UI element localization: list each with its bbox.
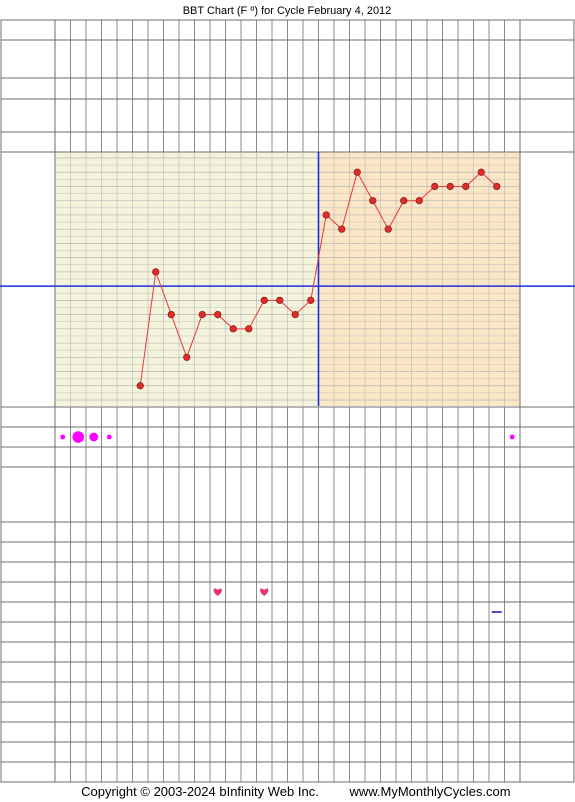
temperature-point — [462, 182, 470, 191]
temperature-point — [183, 353, 191, 361]
temperature-point — [415, 197, 423, 205]
temperature-point — [369, 197, 377, 205]
temperature-point — [167, 310, 175, 319]
period-dot — [106, 434, 112, 440]
grid-layer — [0, 19, 575, 783]
temperature-point — [400, 197, 408, 205]
temperature-point — [384, 225, 392, 233]
temperature-point — [260, 296, 268, 304]
temperature-point — [493, 182, 501, 191]
period-dot — [509, 434, 515, 440]
plot-layer — [0, 152, 575, 613]
temperature-point — [431, 182, 439, 191]
temperature-point — [245, 325, 253, 333]
temperature-point — [338, 225, 346, 233]
bd-heart-icon — [260, 588, 269, 596]
bd-heart-icon — [213, 588, 222, 596]
period-dot — [89, 432, 99, 442]
temperature-point — [291, 310, 299, 319]
temperature-point — [322, 211, 330, 219]
temperature-point — [307, 296, 315, 304]
temperature-point — [353, 168, 361, 176]
period-dot — [60, 434, 66, 440]
temperature-point — [446, 182, 454, 191]
temperature-point — [198, 310, 206, 319]
period-dot — [72, 431, 85, 443]
temperature-point — [477, 168, 485, 176]
temperature-point — [276, 296, 284, 304]
temperature-point — [152, 268, 160, 276]
temperature-point — [229, 325, 237, 333]
temperature-point — [214, 310, 222, 319]
temperature-point — [136, 382, 144, 390]
footer-copyright: Copyright © 2003-2024 bInfinity Web Inc. — [81, 784, 319, 799]
footer-site[interactable]: www.MyMonthlyCycles.com — [348, 784, 510, 799]
chart-title: BBT Chart (F º) for Cycle February 4, 20… — [183, 5, 392, 17]
